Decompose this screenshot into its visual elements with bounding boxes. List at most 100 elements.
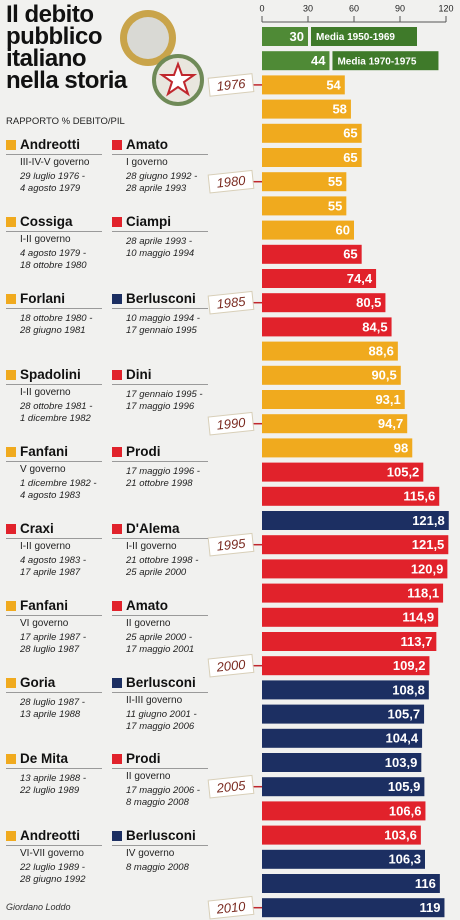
x-tick-label: 60 bbox=[349, 3, 359, 13]
bar bbox=[262, 317, 392, 337]
separator bbox=[6, 614, 102, 616]
value-label: 60 bbox=[336, 223, 350, 238]
government-dates: 28 luglio 1987 bbox=[20, 643, 80, 655]
bar bbox=[262, 293, 386, 313]
value-label: 65 bbox=[343, 247, 357, 262]
year-tag: 1985 bbox=[207, 290, 255, 315]
party-swatch bbox=[6, 600, 16, 611]
government-entry: Amato II governo 25 aprile 2000 -17 maggio… bbox=[112, 598, 208, 658]
bar bbox=[262, 172, 347, 192]
government-dates: 10 maggio 1994 - bbox=[126, 312, 200, 324]
government-office: I-II governo bbox=[20, 233, 71, 245]
value-label: 93,1 bbox=[375, 392, 400, 407]
government-entry: Andreotti VI-VII governo 22 luglio 1989 -2… bbox=[6, 828, 102, 888]
government-entry: Ciampi 28 aprile 1993 -10 maggio 1994 bbox=[112, 214, 208, 274]
title-line: Il debito bbox=[6, 1, 94, 28]
government-dates: 8 maggio 2008 bbox=[126, 862, 189, 874]
government-name: Ciampi bbox=[126, 213, 172, 229]
government-office: II governo bbox=[126, 771, 171, 783]
party-swatch bbox=[6, 447, 16, 458]
bar bbox=[262, 462, 424, 482]
government-dates: 17 maggio 1996 - bbox=[126, 466, 200, 478]
government-dates: 1 dicembre 1982 - bbox=[20, 478, 97, 490]
party-swatch bbox=[6, 140, 16, 150]
government-dates: 11 giugno 2001 - bbox=[126, 708, 197, 720]
separator bbox=[112, 307, 208, 309]
year-tag-card bbox=[207, 169, 255, 194]
party-swatch bbox=[112, 831, 122, 842]
euro-coin bbox=[120, 10, 176, 66]
government-dates: 28 giugno 1981 bbox=[20, 324, 86, 336]
category-label: Media 1970-1975 bbox=[337, 56, 416, 67]
government-dates: 28 giugno 1992 bbox=[20, 874, 86, 886]
category-label: 1995 bbox=[216, 536, 247, 554]
bar bbox=[262, 753, 422, 772]
bar bbox=[262, 656, 430, 676]
value-label: 54 bbox=[326, 77, 341, 92]
government-entry: Andreotti III-IV-V governo 29 luglio 1976 … bbox=[6, 137, 102, 197]
government-dates: 17 aprile 1987 - bbox=[20, 631, 87, 643]
government-name: Dini bbox=[126, 367, 152, 383]
government-dates: 4 agosto 1979 bbox=[20, 183, 81, 194]
bar bbox=[262, 414, 408, 434]
party-swatch bbox=[112, 140, 122, 150]
government-dates: 17 maggio 1996 bbox=[126, 401, 195, 413]
year-tag: 1980 bbox=[207, 169, 255, 194]
government-name: Andreotti bbox=[20, 828, 80, 844]
bar bbox=[262, 777, 425, 797]
government-office: I-II governo bbox=[20, 387, 71, 399]
bar bbox=[262, 269, 377, 288]
party-swatch bbox=[112, 370, 122, 381]
bar bbox=[262, 27, 308, 46]
year-tag: 1995 bbox=[207, 532, 255, 557]
bar bbox=[262, 123, 362, 143]
government-dates: 1 dicembre 1982 bbox=[20, 413, 91, 425]
government-dates: 28 aprile 1993 bbox=[126, 183, 187, 194]
emblem bbox=[152, 54, 204, 106]
government-entry: Prodi II governo 17 maggio 2006 -8 maggio … bbox=[112, 751, 208, 811]
subtitle: RAPPORTO % DEBITO/PIL bbox=[6, 116, 125, 127]
value-label: 106,6 bbox=[389, 803, 422, 818]
government-name: Berlusconi bbox=[126, 290, 196, 306]
government-name: Amato bbox=[126, 137, 169, 152]
government-name: Fanfani bbox=[20, 597, 69, 613]
x-tick-label: 90 bbox=[395, 3, 405, 13]
party-swatch bbox=[6, 524, 16, 534]
bar bbox=[262, 148, 362, 167]
value-label: 80,5 bbox=[356, 295, 381, 310]
government-dates: 4 agosto 1983 bbox=[20, 490, 81, 502]
government-name: D'Alema bbox=[126, 521, 180, 536]
value-label: 65 bbox=[343, 126, 357, 141]
separator bbox=[112, 845, 208, 847]
value-label: 58 bbox=[332, 102, 346, 117]
party-swatch bbox=[6, 754, 16, 765]
year-tag: 2000 bbox=[207, 653, 255, 678]
year-tag: 1976 bbox=[207, 73, 255, 97]
separator bbox=[6, 845, 102, 847]
government-office: III-IV-V governo bbox=[20, 157, 90, 168]
bar bbox=[262, 583, 444, 603]
government-name: Goria bbox=[20, 674, 56, 690]
separator bbox=[6, 461, 102, 463]
year-tag: 1990 bbox=[207, 411, 255, 436]
value-label: 106,3 bbox=[388, 852, 421, 867]
category-label: 1980 bbox=[216, 173, 247, 191]
bar bbox=[262, 341, 398, 361]
category-label: 2000 bbox=[215, 657, 247, 675]
government-dates: 22 luglio 1989 - bbox=[20, 862, 85, 874]
bar bbox=[262, 486, 440, 506]
government-entry: Craxi I-II governo 4 agosto 1983 -17 april… bbox=[6, 521, 102, 581]
party-swatch bbox=[112, 293, 122, 304]
value-label: 105,9 bbox=[388, 779, 421, 794]
government-entry: Berlusconi II-III governo 11 giugno 2001 -… bbox=[112, 675, 208, 735]
year-tag: 2005 bbox=[207, 774, 255, 799]
government-entry: Fanfani VI governo 17 aprile 1987 -28 lugl… bbox=[6, 598, 102, 658]
value-label: 115,6 bbox=[403, 489, 435, 504]
government-name: Spadolini bbox=[20, 367, 81, 383]
category-label: 1976 bbox=[216, 76, 247, 94]
value-label: 120,9 bbox=[411, 561, 444, 576]
value-label: 116 bbox=[415, 876, 436, 891]
category-label: Media 1950-1969 bbox=[316, 32, 395, 43]
